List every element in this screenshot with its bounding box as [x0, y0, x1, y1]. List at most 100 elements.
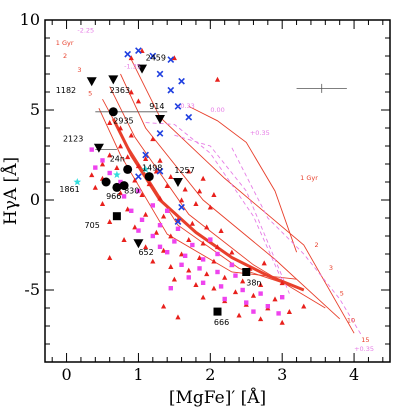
red-triangle-point	[286, 309, 292, 314]
red-triangle-point	[157, 157, 163, 163]
red-triangle-point	[132, 177, 138, 183]
cyan-star-point	[141, 165, 150, 173]
magenta-square-point	[200, 280, 206, 285]
red-triangle-point	[214, 76, 221, 82]
magenta-square-point	[240, 287, 245, 293]
red-triangle-point	[189, 220, 195, 226]
x-tick-label: 1	[133, 365, 143, 384]
magenta-square-point	[157, 244, 163, 249]
red-triangle-point	[258, 316, 264, 322]
magenta-square-point	[139, 217, 145, 222]
cluster-label-24n: 24n	[110, 154, 125, 163]
red-triangle-point	[157, 195, 163, 201]
red-triangle-point	[121, 237, 127, 242]
magenta-square-point	[208, 237, 213, 242]
cluster-label-2459: 2459	[146, 54, 166, 63]
magenta-square-point	[164, 250, 170, 255]
cluster-marker-2935	[108, 107, 118, 117]
blue-cross-point	[167, 56, 175, 63]
red-triangle-point	[301, 303, 307, 309]
cluster-label-1861: 1861	[59, 185, 79, 194]
red-triangle-point	[143, 244, 149, 250]
red-triangle-point	[261, 260, 267, 266]
red-triangle-point	[178, 251, 185, 257]
magenta-square-point	[233, 273, 238, 278]
cluster-label-652: 652	[138, 248, 153, 257]
plot-frame	[44, 19, 391, 363]
red-triangle-point	[160, 303, 167, 309]
magenta-square-point	[89, 147, 94, 152]
red-triangle-point	[222, 274, 228, 280]
model-label: 2	[315, 241, 319, 249]
model-label: 10	[347, 316, 355, 324]
magenta-square-point	[265, 304, 271, 309]
red-triangle-point	[211, 285, 217, 291]
model-label: 5	[340, 289, 344, 297]
red-triangle-point	[196, 188, 203, 194]
cyan-star-point	[73, 178, 82, 186]
cyan-star-point	[113, 170, 121, 178]
red-triangle-point	[160, 213, 167, 219]
axes: 0 1 2 3 4 -5 0 5 10 [MgFe]′ [Å] HγA [Å]	[0, 10, 390, 408]
cluster-marker-652	[133, 239, 144, 249]
magenta-square-point	[215, 269, 220, 275]
model-label: -0.33	[178, 102, 195, 110]
blue-cross-point	[156, 167, 164, 175]
magenta-square-point	[172, 239, 177, 244]
cluster-label-705: 705	[85, 221, 100, 230]
blue-cross-point	[185, 113, 193, 121]
red-triangle-point	[178, 197, 185, 203]
y-tick-label: 10	[20, 10, 40, 29]
magenta-square-point	[175, 226, 181, 231]
cluster-label-2123: 2123	[63, 135, 83, 144]
model-label: +0.35	[354, 345, 374, 353]
red-triangle-point	[250, 292, 257, 298]
red-triangle-point	[117, 143, 124, 149]
red-triangle-point	[146, 181, 152, 187]
blue-cross-point	[174, 218, 182, 225]
red-triangle-point	[207, 204, 213, 210]
red-triangle-point	[182, 186, 188, 192]
red-triangle-point	[168, 233, 174, 239]
model-grid-line	[188, 105, 298, 253]
red-triangle-point	[139, 48, 145, 53]
red-triangle-point	[232, 289, 239, 295]
blue-cross-point	[135, 173, 142, 180]
red-triangle-point	[99, 161, 106, 167]
red-triangle-point	[175, 314, 181, 320]
data-points	[73, 47, 347, 325]
red-triangle-point	[240, 278, 246, 284]
model-thick-line	[111, 118, 305, 292]
red-triangle-point	[99, 201, 106, 206]
cluster-marker-914	[155, 115, 165, 124]
cluster-label-38n: 38n	[246, 279, 261, 288]
model-label: 5	[88, 90, 92, 98]
cluster-label-2363: 2363	[110, 86, 130, 95]
magenta-square-point	[276, 311, 281, 316]
magenta-square-point	[229, 262, 235, 267]
magenta-square-point	[179, 262, 184, 267]
blue-cross-point	[135, 47, 142, 54]
magenta-square-point	[136, 228, 141, 233]
cluster-marker-1182	[86, 77, 97, 87]
cluster-marker-966	[112, 182, 122, 192]
cluster-label-1257: 1257	[174, 166, 194, 175]
red-triangle-point	[160, 247, 167, 253]
y-tick-label: 5	[30, 100, 40, 119]
red-triangle-point	[204, 224, 210, 230]
magenta-square-point	[215, 251, 220, 257]
red-triangle-point	[279, 280, 285, 286]
red-triangle-point	[279, 319, 285, 325]
red-triangle-point	[128, 132, 134, 138]
red-triangle-point	[193, 201, 199, 206]
blue-cross-point	[156, 70, 164, 78]
red-triangle-point	[128, 89, 134, 95]
red-triangle-point	[211, 192, 217, 197]
magenta-square-point	[164, 208, 170, 213]
model-label: 0.00	[210, 106, 224, 114]
red-triangle-point	[204, 271, 210, 277]
red-triangle-point	[153, 229, 160, 235]
red-triangle-point	[168, 174, 174, 179]
red-triangle-point	[92, 184, 98, 190]
